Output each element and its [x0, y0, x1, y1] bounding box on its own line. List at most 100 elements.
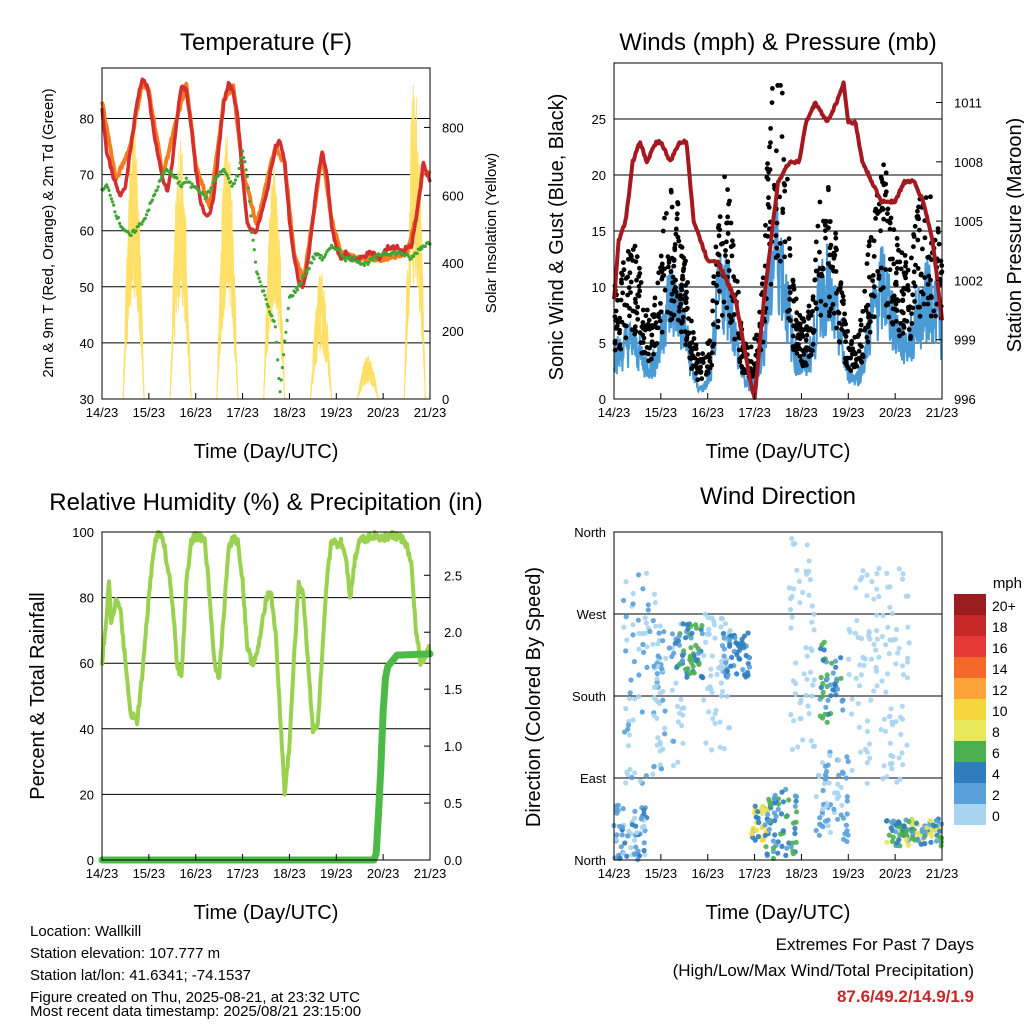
direction-point — [887, 637, 893, 643]
dewpoint-point — [159, 178, 163, 182]
dewpoint-point — [348, 255, 352, 259]
gust-point — [896, 247, 901, 253]
gust-point — [901, 285, 907, 291]
temperature-xlabel: Time (Day/UTC) — [194, 441, 339, 463]
gust-point — [773, 233, 779, 239]
dewpoint-point — [328, 246, 332, 250]
gust-point — [760, 275, 766, 281]
gust-point — [897, 259, 903, 265]
x-tick-label: 16/23 — [691, 866, 724, 881]
direction-point — [889, 766, 895, 772]
gust-point — [767, 144, 772, 150]
direction-point — [896, 645, 902, 651]
gust-point — [647, 345, 652, 351]
direction-point — [676, 662, 683, 668]
dewpoint-point — [296, 288, 300, 292]
humidity-xlabel: Time (Day/UTC) — [194, 902, 339, 924]
humidity-frame — [101, 531, 431, 861]
direction-point — [641, 807, 647, 813]
gust-point — [901, 270, 907, 276]
dewpoint-point — [248, 199, 252, 203]
y2-tick-label: 1002 — [954, 273, 983, 288]
direction-point — [638, 816, 644, 822]
dewpoint-point — [278, 390, 282, 394]
gust-point — [797, 313, 803, 318]
gust-point — [800, 359, 806, 365]
direction-point — [640, 641, 646, 648]
gust-point — [788, 318, 793, 323]
gust-point — [729, 253, 735, 259]
direction-point — [636, 693, 642, 700]
gust-point — [909, 321, 915, 326]
gust-point — [716, 233, 722, 239]
dewpoint-point — [283, 339, 287, 343]
direction-point — [743, 674, 749, 680]
direction-point — [887, 740, 894, 746]
y2-tick-label: 2.5 — [444, 568, 462, 583]
direction-point — [659, 666, 665, 672]
dewpoint-point — [367, 260, 371, 264]
dewpoint-point — [420, 247, 424, 251]
direction-point — [845, 832, 851, 838]
legend-label: 10 — [992, 703, 1008, 719]
dewpoint-point — [112, 203, 116, 207]
gust-point — [810, 341, 816, 347]
gust-point — [693, 363, 698, 369]
direction-point — [821, 639, 827, 645]
legend-swatch — [954, 678, 986, 699]
direction-point — [681, 648, 687, 654]
direction-points — [611, 536, 945, 863]
direction-point — [653, 697, 659, 703]
gust-point — [711, 274, 717, 279]
dewpoint-point — [107, 188, 111, 192]
direction-point — [788, 844, 794, 850]
direction-point — [680, 740, 686, 747]
gust-point — [911, 232, 916, 237]
direction-point — [803, 645, 809, 651]
y-tick-label: 100 — [72, 525, 94, 540]
gust-point — [676, 317, 681, 323]
gust-point — [827, 294, 832, 300]
direction-point — [884, 570, 890, 577]
direction-point — [740, 641, 746, 647]
gust-point — [917, 304, 922, 310]
gust-point — [721, 299, 727, 305]
direction-point — [650, 618, 656, 624]
gust-point — [632, 243, 638, 249]
direction-point — [838, 675, 844, 681]
direction-point — [864, 728, 871, 735]
gust-point — [806, 316, 811, 321]
direction-point — [818, 822, 825, 829]
gust-point — [890, 295, 895, 300]
gust-point — [643, 313, 649, 319]
info-location: Location: Wallkill — [30, 923, 142, 940]
direction-point — [783, 786, 789, 793]
gust-point — [913, 262, 918, 268]
gust-point — [725, 187, 730, 193]
gust-point — [848, 341, 854, 347]
direction-point — [900, 762, 906, 768]
direction-point — [622, 729, 628, 735]
direction-point — [771, 796, 777, 802]
direction-point — [937, 828, 943, 834]
legend-swatch — [954, 741, 986, 762]
direction-point — [624, 833, 631, 839]
gust-point — [813, 300, 819, 306]
direction-point — [929, 827, 935, 834]
gust-point — [635, 316, 641, 322]
dewpoint-point — [264, 297, 268, 301]
dewpoint-point — [244, 168, 248, 172]
gust-point — [787, 296, 793, 302]
y2-tick-label: 0 — [442, 392, 449, 407]
gust-point — [725, 259, 731, 265]
direction-point — [632, 770, 638, 776]
legend-label: 8 — [992, 724, 1000, 740]
direction-point — [808, 738, 814, 744]
direction-point — [624, 769, 630, 775]
legend-swatch — [954, 804, 986, 825]
x-tick-label: 14/23 — [598, 405, 631, 420]
y-tick-label: 10 — [592, 280, 606, 295]
direction-point — [752, 803, 758, 809]
gust-point — [856, 348, 862, 354]
dewpoint-point — [236, 174, 240, 178]
